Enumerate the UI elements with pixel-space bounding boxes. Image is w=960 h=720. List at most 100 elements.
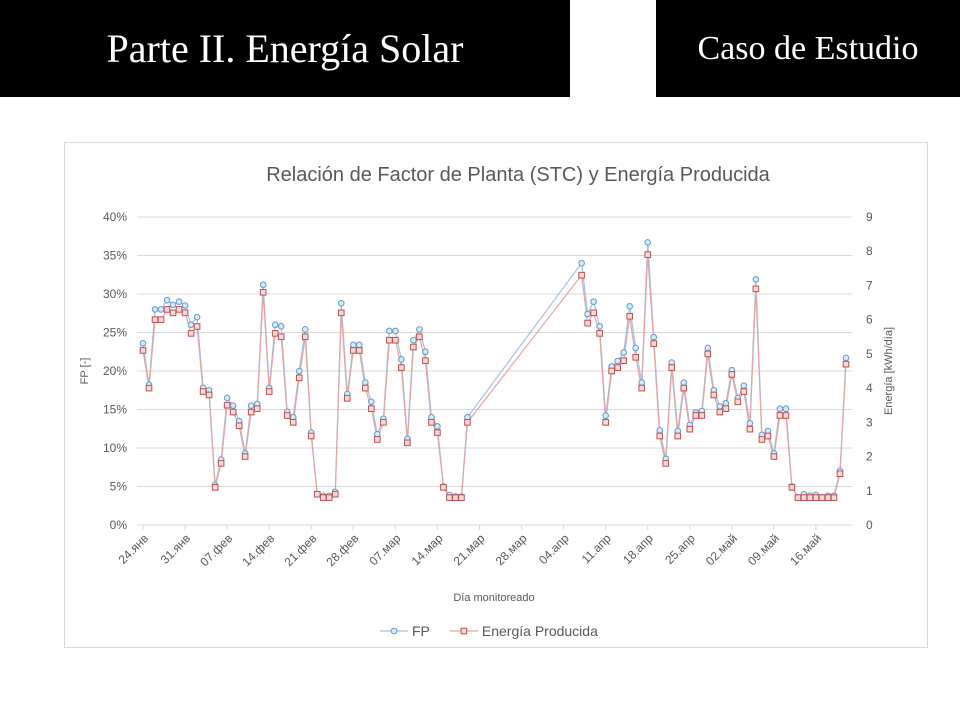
slide-title: Parte II. Energía Solar <box>0 0 570 97</box>
point <box>380 419 387 426</box>
y-tick-label: 0% <box>110 518 128 532</box>
point <box>277 333 285 341</box>
point <box>163 296 171 304</box>
point <box>770 453 778 460</box>
point <box>362 379 369 386</box>
point <box>644 251 652 258</box>
point <box>596 323 603 330</box>
point <box>295 367 303 375</box>
y2-tick-label: 2 <box>866 450 873 464</box>
point <box>289 419 297 426</box>
y2-tick-label: 8 <box>866 244 873 258</box>
y2-tick-label: 9 <box>866 210 873 224</box>
point <box>698 412 706 419</box>
point <box>356 341 363 349</box>
point <box>584 310 591 318</box>
point <box>410 336 417 344</box>
point <box>247 408 255 416</box>
point <box>392 327 399 335</box>
series-line <box>142 254 847 499</box>
point <box>229 402 237 409</box>
point <box>205 391 213 399</box>
point <box>193 313 201 321</box>
point <box>680 379 688 386</box>
point <box>716 403 724 410</box>
point <box>199 388 207 395</box>
point <box>235 422 243 430</box>
point <box>187 330 195 337</box>
point <box>283 412 291 419</box>
point <box>175 298 183 306</box>
point <box>163 306 171 313</box>
point <box>337 309 345 317</box>
point <box>752 276 760 283</box>
y-axis-title: FP [-] <box>79 358 91 385</box>
point <box>842 354 850 362</box>
point <box>440 484 447 491</box>
point <box>662 460 670 467</box>
point <box>788 484 796 491</box>
point <box>434 423 441 430</box>
point <box>632 354 639 361</box>
y2-tick-label: 3 <box>866 415 873 429</box>
point <box>271 330 279 337</box>
point <box>398 356 405 363</box>
point <box>350 341 357 349</box>
point <box>313 490 321 498</box>
point <box>139 347 147 354</box>
point <box>386 327 393 335</box>
point <box>656 426 664 434</box>
point <box>223 394 231 402</box>
point <box>620 357 627 365</box>
point <box>740 388 748 395</box>
point <box>596 330 603 337</box>
point <box>668 364 676 371</box>
y2-tick-label: 1 <box>866 484 873 498</box>
point <box>374 436 381 443</box>
legend-label: FP <box>412 623 430 639</box>
point <box>614 357 621 365</box>
point <box>392 336 399 344</box>
point <box>271 321 279 329</box>
point <box>301 333 309 341</box>
point <box>331 490 339 498</box>
point <box>776 412 784 419</box>
point <box>686 425 694 433</box>
point <box>193 323 201 330</box>
point <box>752 285 760 293</box>
point <box>764 432 772 440</box>
point <box>842 360 850 368</box>
y-tick-label: 40% <box>103 210 127 224</box>
point <box>812 494 820 501</box>
y-tick-label: 10% <box>103 441 127 455</box>
point <box>704 344 712 352</box>
y2-tick-label: 5 <box>866 347 873 361</box>
y2-axis-title: Energía [kWh/día] <box>883 327 895 415</box>
point <box>259 288 267 296</box>
point <box>229 408 237 416</box>
point <box>307 432 315 440</box>
point <box>464 419 471 426</box>
point <box>632 344 639 352</box>
y-tick-label: 25% <box>103 326 127 340</box>
point <box>398 364 405 371</box>
point <box>151 306 159 313</box>
point <box>368 405 375 412</box>
legend-label: Energía Producida <box>482 623 598 639</box>
point <box>265 388 273 395</box>
point <box>217 460 225 467</box>
chart-title: Relación de Factor de Planta (STC) y Ene… <box>266 164 770 186</box>
point <box>319 494 327 501</box>
y-tick-label: 5% <box>110 480 128 494</box>
point <box>368 398 375 406</box>
point <box>416 326 423 333</box>
point <box>343 395 351 402</box>
point <box>452 494 459 501</box>
point <box>241 453 249 460</box>
point <box>782 405 790 413</box>
point <box>650 340 658 347</box>
point <box>674 432 682 440</box>
point <box>422 348 429 356</box>
point <box>680 384 688 392</box>
point <box>830 494 838 501</box>
